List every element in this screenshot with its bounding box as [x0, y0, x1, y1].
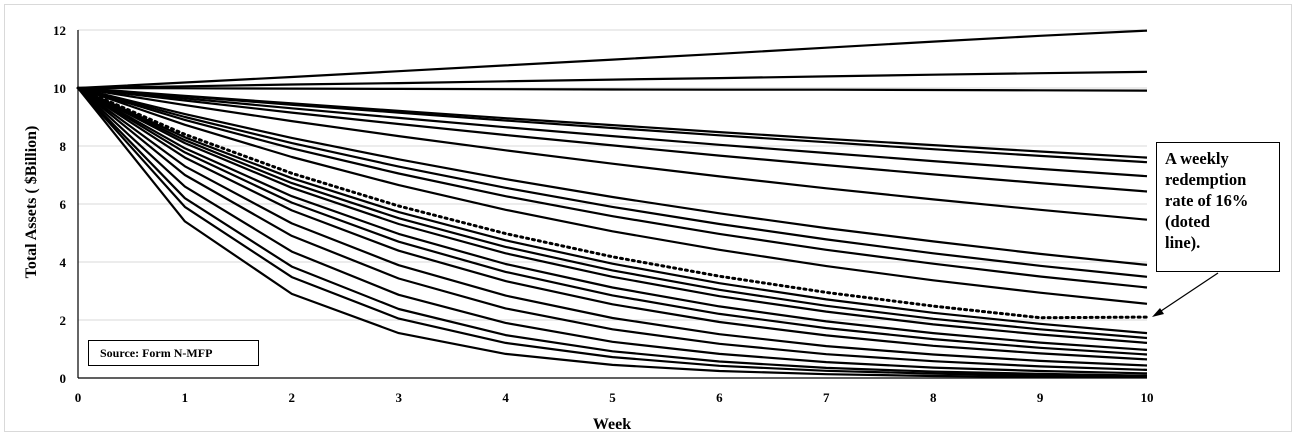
series-line-11 — [77, 86, 1148, 289]
y-tick-label-6: 6 — [60, 197, 67, 212]
x-tick-label-4: 4 — [502, 390, 509, 405]
y-tick-label-0: 0 — [60, 371, 67, 386]
x-tick-label-2: 2 — [289, 390, 296, 405]
series-line-25 — [77, 87, 1148, 379]
series-line-15 — [77, 87, 1148, 340]
series-line-17 — [77, 87, 1148, 351]
series-line-19 — [77, 87, 1148, 361]
series-line-2 — [77, 70, 1148, 90]
series-line-4 — [77, 86, 1148, 159]
x-tick-label-0: 0 — [75, 390, 82, 405]
series-line-10 — [77, 86, 1148, 278]
x-tick-label-9: 9 — [1037, 390, 1044, 405]
callout-line-2: redemption — [1165, 170, 1247, 189]
y-tick-label-10: 10 — [53, 81, 66, 96]
y-tick-label-8: 8 — [60, 139, 67, 154]
y-axis-title: Total Assets ( $Billion) — [23, 126, 40, 279]
x-tick-label-7: 7 — [823, 390, 830, 405]
series-line-5 — [77, 86, 1148, 164]
x-tick-label-1: 1 — [182, 390, 189, 405]
x-axis-title: Week — [593, 416, 631, 433]
redemption-callout: A weekly redemption rate of 16% (doted l… — [1156, 142, 1280, 272]
callout-arrow-line — [1157, 272, 1219, 314]
series-line-8 — [77, 86, 1148, 221]
series-line-dotted-16pct — [76, 86, 1149, 320]
x-tick-label-8: 8 — [930, 390, 937, 405]
series-line-16 — [77, 87, 1148, 344]
callout-line-5: line). — [1165, 233, 1201, 252]
series-lines — [76, 29, 1149, 379]
series-line-22 — [77, 87, 1148, 375]
series-line-21 — [77, 87, 1148, 371]
callout-line-1: A weekly — [1165, 149, 1229, 168]
source-note: Source: Form N-MFP — [88, 340, 259, 366]
series-line-1 — [77, 29, 1148, 90]
series-line-9 — [77, 86, 1148, 266]
series-line-7 — [77, 86, 1148, 193]
series-line-14 — [77, 87, 1148, 335]
callout-line-4: (doted — [1165, 212, 1210, 231]
x-tick-label-3: 3 — [395, 390, 402, 405]
x-tick-label-6: 6 — [716, 390, 723, 405]
y-tick-label-12: 12 — [53, 23, 66, 38]
callout-arrowhead — [1152, 308, 1164, 317]
y-tick-label-2: 2 — [60, 313, 67, 328]
x-tick-labels: 0 1 2 3 4 5 6 7 8 9 10 — [75, 390, 1154, 405]
x-tick-label-5: 5 — [609, 390, 616, 405]
callout-line-3: rate of 16% — [1165, 191, 1249, 210]
y-tick-label-4: 4 — [60, 255, 67, 270]
series-line-6 — [77, 86, 1148, 178]
y-tick-labels: 0 2 4 6 8 10 12 — [53, 23, 67, 386]
axes — [77, 30, 1147, 379]
series-line-18 — [77, 87, 1148, 356]
x-tick-label-10: 10 — [1141, 390, 1154, 405]
series-line-24 — [77, 87, 1148, 378]
series-line-20 — [77, 87, 1148, 367]
series-line-3 — [77, 86, 1148, 92]
series-line-23 — [77, 87, 1148, 377]
series-line-13 — [77, 86, 1148, 305]
